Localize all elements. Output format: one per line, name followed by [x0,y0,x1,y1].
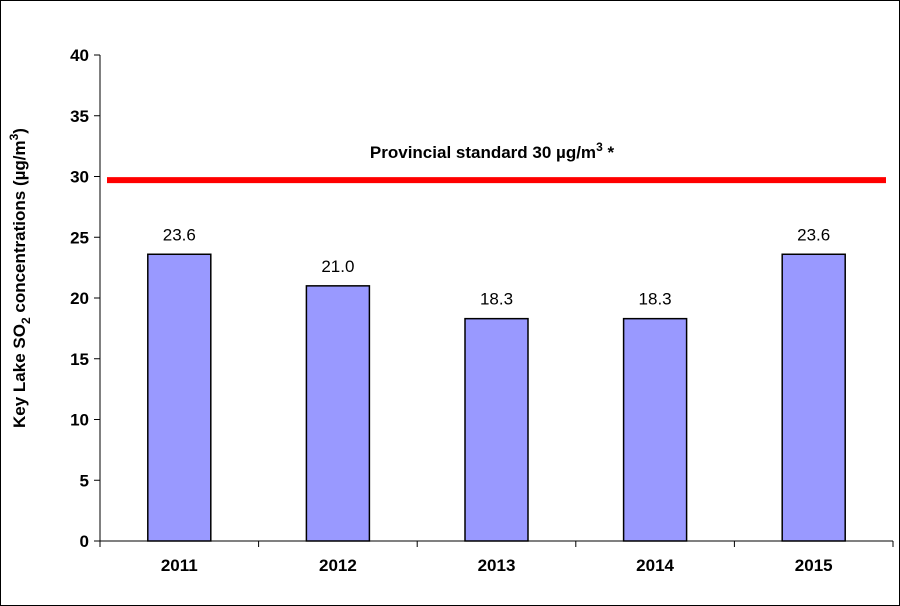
y-tick-label: 0 [80,532,89,551]
data-label: 18.3 [480,290,513,309]
x-tick-label: 2011 [161,556,198,575]
y-axis-title-part: concentrations (µg/m [10,140,29,317]
standard-label-superscript: 3 [596,140,603,154]
y-tick-label: 10 [70,411,89,430]
standard-label: Provincial standard 30 µg/m3 * [370,140,615,162]
bar [464,317,529,542]
x-tick-label: 2013 [478,556,516,575]
y-axis-title: Key Lake SO2 concentrations (µg/m3) [7,128,33,428]
y-tick-label: 35 [70,107,89,126]
bar [622,317,688,542]
y-tick-label: 40 [70,46,89,65]
svg-text:Key Lake SO2 concentrations (µ: Key Lake SO2 concentrations (µg/m3) [7,128,33,428]
bar [781,253,846,542]
x-tick-label: 2014 [636,556,674,575]
y-axis-title-superscript: 3 [7,133,21,140]
data-label: 23.6 [163,225,196,244]
x-tick-label: 2012 [319,556,357,575]
y-tick-label: 25 [70,228,89,247]
y-axis-title-part: ) [10,128,29,134]
y-axis-title-part: Key Lake SO [10,324,29,428]
standard-label-text: Provincial standard 30 µg/m [370,143,596,162]
y-tick-label: 30 [70,168,89,187]
data-label: 21.0 [321,257,354,276]
bar [147,253,212,542]
bar [305,285,371,542]
plot-area: 0 5 10 15 20 25 30 35 40 23.6 2011 21.0 2012 18.3 2013… [70,46,894,575]
standard-label-text: * [603,143,615,162]
y-axis-title-subscript: 2 [19,317,33,324]
y-tick-label: 5 [80,471,89,490]
y-tick-label: 20 [70,289,89,308]
y-tick-label: 15 [70,350,89,369]
x-tick-label: 2015 [795,556,833,575]
data-label: 18.3 [639,290,672,309]
data-label: 23.6 [797,225,830,244]
